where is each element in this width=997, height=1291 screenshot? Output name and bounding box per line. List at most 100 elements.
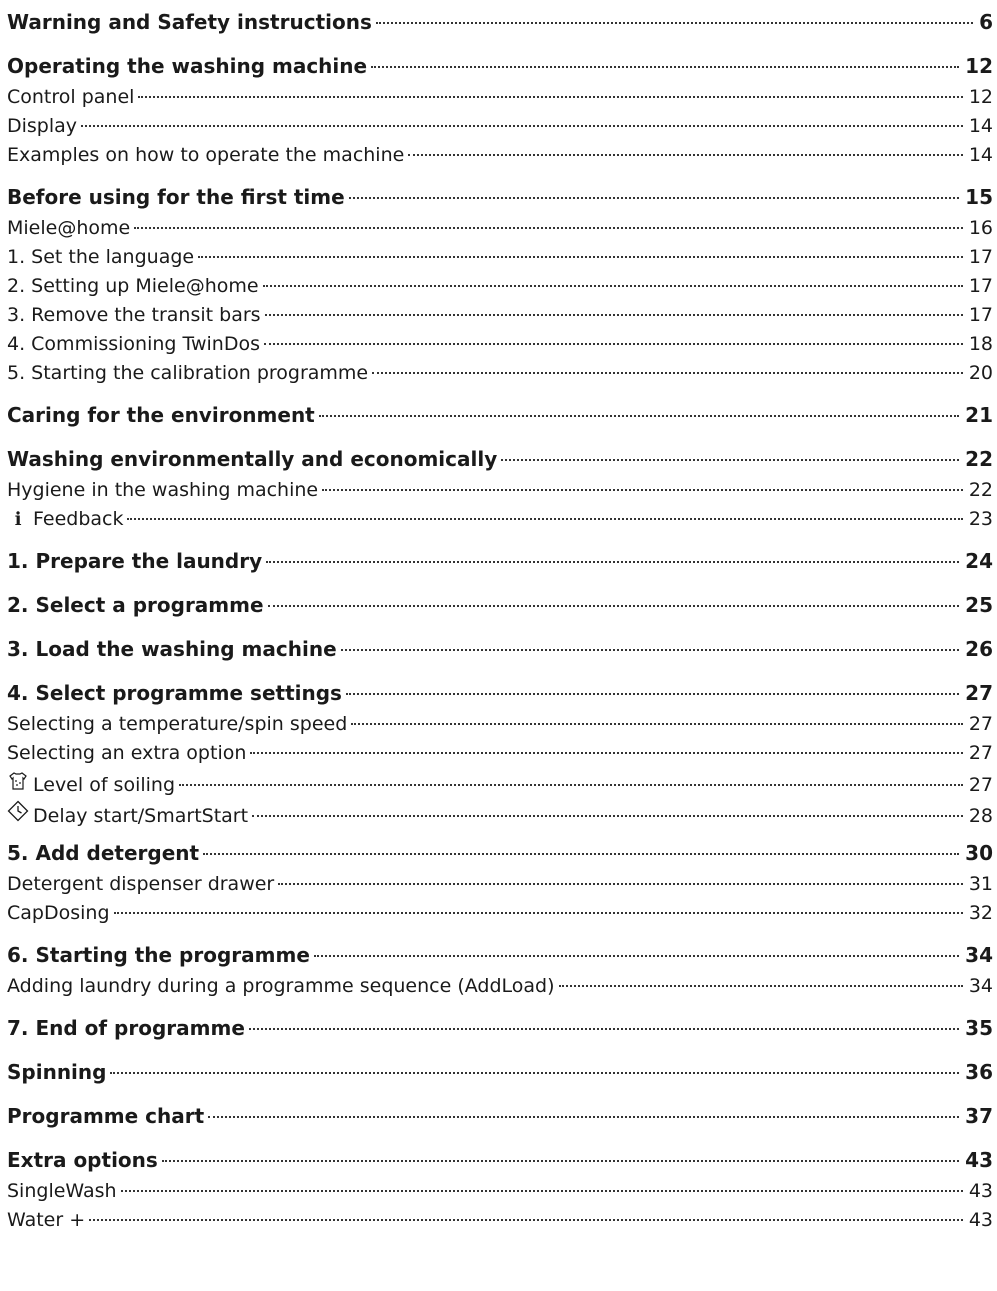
toc-entry-extra-option[interactable]: Selecting an extra option 27 — [7, 742, 993, 771]
toc-page-number: 27 — [968, 774, 993, 796]
toc-entry-add-detergent[interactable]: 5. Add detergent 30 — [7, 841, 993, 873]
dot-leader — [322, 489, 963, 491]
toc-entry-extra-options[interactable]: Extra options 43 — [7, 1148, 993, 1180]
dot-leader — [248, 1028, 960, 1030]
dot-leader — [267, 605, 960, 607]
toc-entry-label: 4. Commissioning TwinDos — [7, 333, 260, 355]
toc-entry-delay-start[interactable]: Delay start/SmartStart 28 — [7, 800, 993, 829]
toc-page-number: 14 — [968, 115, 993, 137]
toc-entry-label: Extra options — [7, 1148, 158, 1172]
toc-page-number: 14 — [968, 144, 993, 166]
toc-page-number: 20 — [968, 362, 993, 384]
dot-leader — [501, 459, 960, 461]
toc-entry-addload[interactable]: Adding laundry during a programme sequen… — [7, 975, 993, 1004]
toc-entry-label: Selecting a temperature/spin speed — [7, 713, 348, 735]
toc-entry-label: Hygiene in the washing machine — [7, 479, 319, 501]
toc-entry-label: 1. Prepare the laundry — [7, 549, 263, 573]
toc-entry-label: 4. Select programme settings — [7, 681, 342, 705]
toc-page-number: 26 — [965, 637, 993, 661]
dot-leader — [179, 784, 963, 786]
table-of-contents: Warning and Safety instructions 6 Operati… — [7, 0, 993, 1238]
dot-leader — [264, 314, 963, 316]
toc-page-number: 17 — [968, 304, 993, 326]
toc-page-number: 17 — [968, 246, 993, 268]
dot-leader — [208, 1116, 960, 1118]
toc-entry-hygiene[interactable]: Hygiene in the washing machine 22 — [7, 479, 993, 508]
toc-page-number: 30 — [965, 841, 993, 865]
toc-entry-label: Feedback — [33, 508, 124, 530]
toc-entry-label: Level of soiling — [33, 774, 176, 796]
toc-entry-label: Washing environmentally and economically — [7, 447, 498, 471]
toc-page-number: 28 — [968, 805, 993, 827]
toc-entry-control-panel[interactable]: Control panel 12 — [7, 86, 993, 115]
dot-leader — [134, 227, 963, 229]
toc-entry-capdosing[interactable]: CapDosing 32 — [7, 902, 993, 931]
toc-entry-label: 1. Set the language — [7, 246, 195, 268]
toc-entry-label: 2. Setting up Miele@home — [7, 275, 259, 297]
toc-entry-label: Delay start/SmartStart — [33, 805, 249, 827]
dot-leader — [318, 415, 960, 417]
toc-page-number: 36 — [965, 1060, 993, 1084]
dot-leader — [351, 723, 963, 725]
toc-entry-warning-safety[interactable]: Warning and Safety instructions 6 — [7, 10, 993, 42]
dot-leader — [252, 815, 963, 817]
soiled-shirt-icon — [7, 771, 29, 796]
toc-page-number: 22 — [965, 447, 993, 471]
toc-entry-label: Detergent dispenser drawer — [7, 873, 275, 895]
toc-entry-label: Operating the washing machine — [7, 54, 368, 78]
toc-entry-programme-settings[interactable]: 4. Select programme settings 27 — [7, 681, 993, 713]
toc-entry-programme-chart[interactable]: Programme chart 37 — [7, 1104, 993, 1136]
toc-entry-label: Miele@home — [7, 217, 131, 239]
toc-page-number: 24 — [965, 549, 993, 573]
toc-entry-display[interactable]: Display 14 — [7, 115, 993, 144]
dot-leader — [110, 1072, 960, 1074]
toc-entry-starting-programme[interactable]: 6. Starting the programme 34 — [7, 943, 993, 975]
toc-entry-dispenser-drawer[interactable]: Detergent dispenser drawer 31 — [7, 873, 993, 902]
dot-leader — [138, 96, 963, 98]
toc-entry-set-language[interactable]: 1. Set the language 17 — [7, 246, 993, 275]
toc-entry-environment[interactable]: Caring for the environment 21 — [7, 403, 993, 435]
toc-entry-singlewash[interactable]: SingleWash 43 — [7, 1180, 993, 1209]
dot-leader — [313, 955, 960, 957]
dot-leader — [264, 343, 963, 345]
toc-entry-label: Warning and Safety instructions — [7, 10, 372, 34]
dot-leader — [81, 125, 963, 127]
toc-entry-label: Examples on how to operate the machine — [7, 144, 405, 166]
toc-entry-transit-bars[interactable]: 3. Remove the transit bars 17 — [7, 304, 993, 333]
toc-entry-label: Spinning — [7, 1060, 107, 1084]
toc-entry-spinning[interactable]: Spinning 36 — [7, 1060, 993, 1092]
toc-entry-calibration[interactable]: 5. Starting the calibration programme 20 — [7, 362, 993, 391]
toc-entry-feedback[interactable]: ℹ Feedback 23 — [7, 508, 993, 537]
toc-entry-load-machine[interactable]: 3. Load the washing machine 26 — [7, 637, 993, 669]
toc-entry-level-of-soiling[interactable]: Level of soiling 27 — [7, 771, 993, 800]
toc-entry-prepare-laundry[interactable]: 1. Prepare the laundry 24 — [7, 549, 993, 581]
toc-page-number: 12 — [965, 54, 993, 78]
toc-page-number: 16 — [968, 217, 993, 239]
toc-entry-label: Selecting an extra option — [7, 742, 247, 764]
toc-entry-operating[interactable]: Operating the washing machine 12 — [7, 54, 993, 86]
toc-entry-label: Water + — [7, 1209, 86, 1231]
toc-entry-examples[interactable]: Examples on how to operate the machine 14 — [7, 144, 993, 173]
toc-entry-miele-home[interactable]: Miele@home 16 — [7, 217, 993, 246]
toc-entry-twindos[interactable]: 4. Commissioning TwinDos 18 — [7, 333, 993, 362]
toc-entry-label: 5. Add detergent — [7, 841, 200, 865]
dot-leader — [408, 154, 963, 156]
toc-entry-temperature-spin[interactable]: Selecting a temperature/spin speed 27 — [7, 713, 993, 742]
dot-leader — [113, 912, 963, 914]
toc-entry-washing-economically[interactable]: Washing environmentally and economically… — [7, 447, 993, 479]
toc-entry-setup-miele-home[interactable]: 2. Setting up Miele@home 17 — [7, 275, 993, 304]
toc-entry-before-first-use[interactable]: Before using for the first time 15 — [7, 185, 993, 217]
toc-entry-end-of-programme[interactable]: 7. End of programme 35 — [7, 1016, 993, 1048]
dot-leader — [558, 985, 963, 987]
toc-entry-label: 2. Select a programme — [7, 593, 264, 617]
toc-entry-label: Caring for the environment — [7, 403, 315, 427]
dot-leader — [262, 285, 963, 287]
toc-entry-label: CapDosing — [7, 902, 110, 924]
toc-page-number: 15 — [965, 185, 993, 209]
toc-entry-water-plus[interactable]: Water + 43 — [7, 1209, 993, 1238]
toc-entry-label: Control panel — [7, 86, 135, 108]
dot-leader — [348, 197, 960, 199]
toc-page-number: 37 — [965, 1104, 993, 1128]
toc-entry-select-programme[interactable]: 2. Select a programme 25 — [7, 593, 993, 625]
toc-entry-label: Programme chart — [7, 1104, 205, 1128]
